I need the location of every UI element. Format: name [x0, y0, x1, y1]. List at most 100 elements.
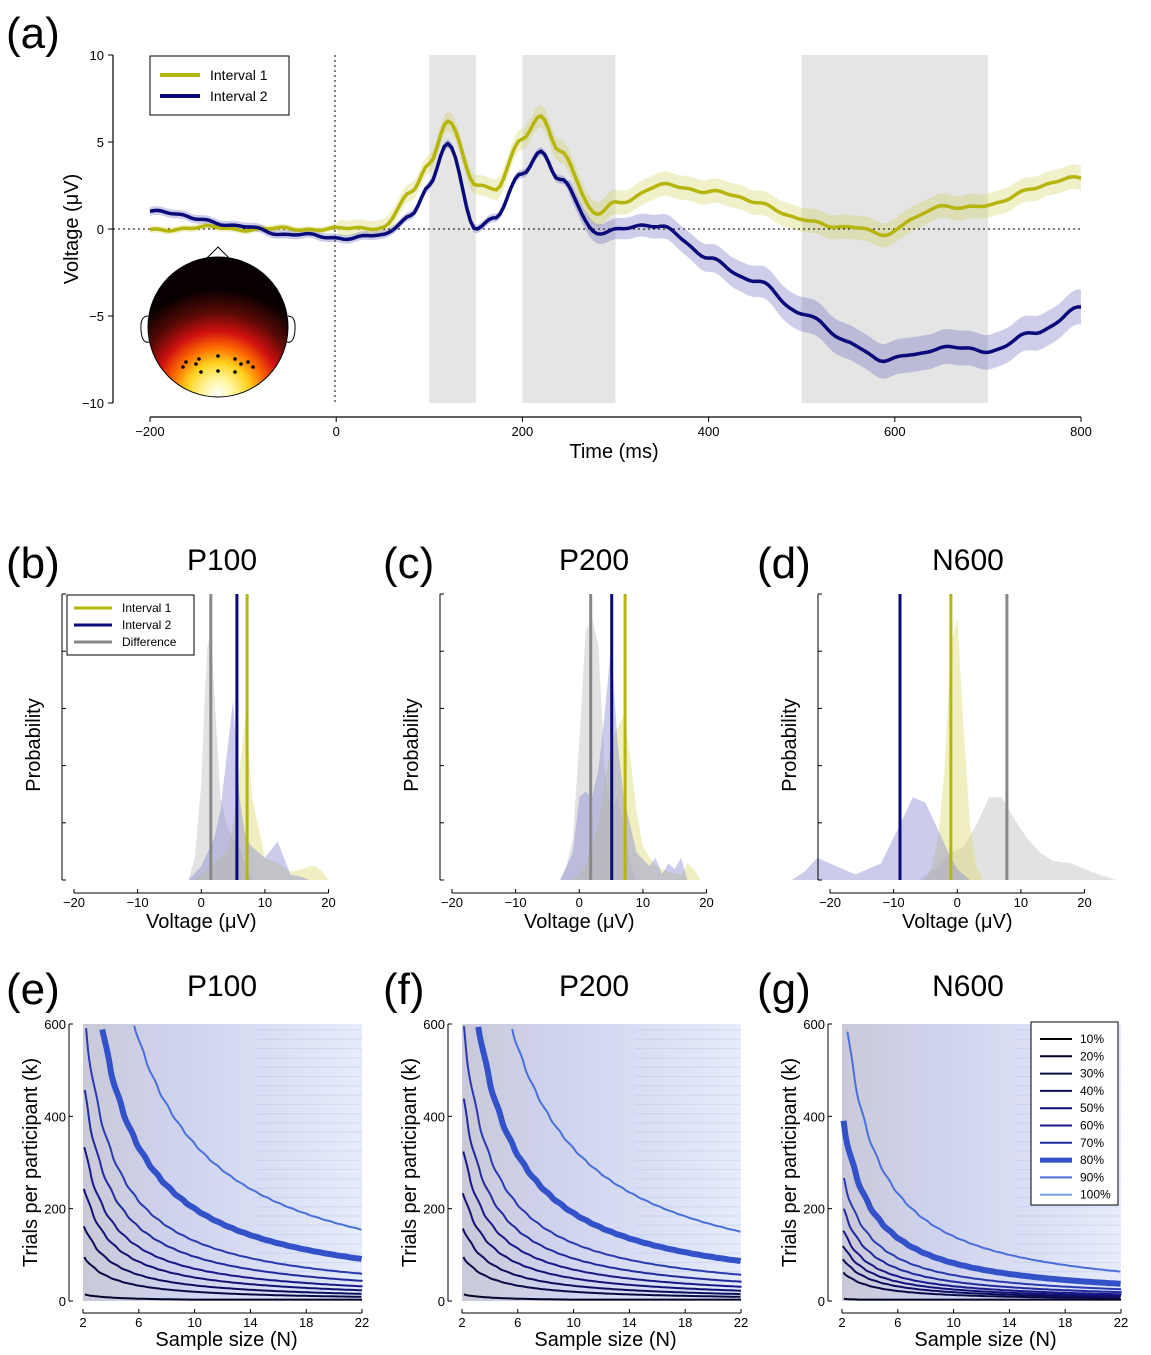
contour-50pct — [83, 1146, 363, 1288]
x-tick-label: 18 — [1058, 1315, 1072, 1330]
contour-60pct — [462, 1098, 742, 1283]
x-tick-label: 10 — [258, 895, 272, 910]
contour-40pct — [461, 1192, 741, 1292]
x-axis-label: Voltage (μV) — [146, 911, 256, 933]
contour-30pct — [461, 1228, 741, 1296]
panel-label: (e) — [6, 965, 60, 1014]
panel-title: N600 — [932, 544, 1004, 577]
y-tick-label: 200 — [803, 1202, 825, 1217]
legend-label: 90% — [1080, 1170, 1104, 1184]
y-tick-label: 600 — [803, 1017, 825, 1032]
density-interval1 — [194, 714, 329, 880]
electrode-dot — [233, 357, 237, 361]
y-tick-label: −10 — [82, 396, 104, 411]
x-tick-label: −10 — [127, 895, 149, 910]
legend-box — [1030, 1021, 1119, 1206]
x-tick-label: 6 — [135, 1315, 142, 1330]
electrode-dot — [246, 360, 250, 364]
y-tick-label: 600 — [423, 1017, 445, 1032]
y-tick-label: 0 — [97, 222, 104, 237]
x-tick-label: −200 — [135, 424, 164, 439]
contour-30pct — [82, 1225, 362, 1295]
electrode-dot — [194, 362, 198, 366]
x-tick-label: 2 — [838, 1315, 845, 1330]
y-tick-label: 0 — [818, 1294, 825, 1309]
x-tick-label: −10 — [883, 895, 905, 910]
density-interval2 — [188, 700, 310, 880]
legend-label: Interval 2 — [122, 618, 172, 632]
contour-20pct — [842, 1271, 1121, 1300]
x-axis-label: Voltage (μV) — [524, 911, 634, 933]
x-tick-label: 0 — [954, 895, 961, 910]
contour-80pct — [475, 1026, 743, 1265]
x-tick-label: 10 — [566, 1315, 580, 1330]
right-ear-icon — [286, 315, 296, 343]
x-tick-label: 6 — [514, 1315, 521, 1330]
x-tick-label: 22 — [355, 1315, 369, 1330]
panel-label: (c) — [383, 539, 434, 588]
panel-title: P100 — [187, 970, 257, 1003]
contour-20pct — [83, 1256, 362, 1298]
contour-10pct — [843, 1297, 1121, 1301]
electrode-dot — [216, 369, 220, 373]
y-tick-label: 0 — [59, 1294, 66, 1309]
panel-title: P200 — [559, 970, 629, 1003]
density-interval2 — [791, 797, 970, 880]
x-tick-label: 14 — [1002, 1315, 1016, 1330]
line-interval2 — [149, 141, 1082, 364]
panel-label: (b) — [6, 539, 60, 588]
y-tick-label: 400 — [423, 1109, 445, 1124]
panel-c: (c) P200 −20 −10 0 10 20 Voltage (μV) Probabilit… — [383, 539, 714, 933]
panel-e: (e) P100 600 400 200 02 6 10 14 18 22 Sample size (… — [6, 965, 369, 1351]
axis-ticks: −200 0 200 400 600 800 10 5 0 −5 −10 — [82, 48, 1092, 439]
x-tick-label: 20 — [1077, 895, 1091, 910]
legend-label: 100% — [1080, 1188, 1111, 1202]
y-axis-label: Probability — [23, 698, 45, 791]
electrode-dot — [197, 357, 201, 361]
contour-90pct — [511, 1028, 741, 1233]
contour-60pct — [83, 1089, 363, 1282]
y-tick-label: 400 — [44, 1109, 66, 1124]
panel-d: (d) N600 −20 −10 0 10 20 Voltage (μV) Probabilit… — [757, 539, 1117, 933]
y-tick-label: 5 — [97, 135, 104, 150]
contour-50pct — [462, 1151, 742, 1288]
legend-g: 10% 20% 30% 40% 50% 60% 70% 80% 90% 100% — [1030, 1021, 1119, 1206]
panel-title: P200 — [559, 544, 629, 577]
panel-f: (f) P200 600 400 200 02 6 10 14 18 22 Sample size (… — [383, 965, 748, 1351]
electrode-dot — [216, 354, 220, 358]
panel-label: (d) — [757, 539, 811, 588]
contour-70pct — [843, 1177, 1122, 1291]
density-difference — [560, 617, 637, 880]
x-axis-label: Sample size (N) — [534, 1329, 676, 1351]
contour-70pct — [85, 1028, 363, 1275]
electrode-dot — [199, 370, 203, 374]
legend-label: 70% — [1080, 1136, 1104, 1150]
contour-10pct — [84, 1293, 362, 1301]
panel-label: (g) — [757, 965, 811, 1014]
contour-70pct — [463, 1026, 742, 1276]
x-tick-label: 20 — [321, 895, 335, 910]
panel-b: (b) P100 −20 −10 0 10 20 Voltage (μV) Probabilit… — [6, 539, 336, 933]
legend-label: 50% — [1080, 1101, 1104, 1115]
nose-icon — [205, 246, 231, 260]
y-tick-label: 10 — [90, 48, 104, 63]
power-background — [462, 1024, 741, 1301]
x-tick-label: 10 — [946, 1315, 960, 1330]
x-tick-label: 800 — [1070, 424, 1092, 439]
x-tick-label: 10 — [1014, 895, 1028, 910]
x-tick-label: 2 — [458, 1315, 465, 1330]
y-tick-label: −5 — [89, 309, 104, 324]
panel-title: N600 — [932, 970, 1004, 1003]
band-interval1 — [150, 104, 1081, 248]
x-tick-label: 0 — [198, 895, 205, 910]
x-axis-label: Time (ms) — [569, 441, 658, 463]
x-tick-label: −20 — [441, 895, 463, 910]
line-interval1 — [149, 114, 1082, 238]
y-axis-label: Voltage (μV) — [61, 174, 83, 284]
y-tick-label: 200 — [423, 1202, 445, 1217]
x-tick-label: 14 — [622, 1315, 636, 1330]
contour-60pct — [842, 1208, 1122, 1294]
y-axis-label: Trials per participant (k) — [779, 1058, 801, 1267]
electrode-dot — [251, 365, 255, 369]
electrode-dots — [181, 354, 255, 374]
